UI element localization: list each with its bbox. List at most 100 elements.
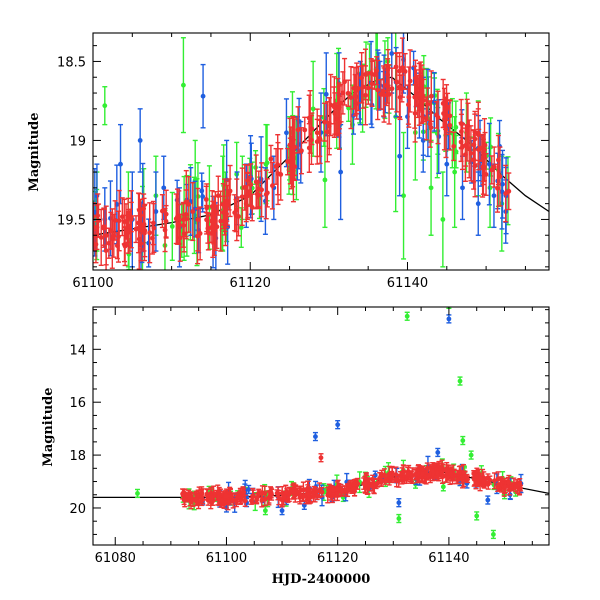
green-data-point <box>440 171 446 268</box>
red-data-point <box>468 125 474 182</box>
green-data-point <box>169 191 175 261</box>
red-data-point <box>275 141 281 206</box>
red-data-point <box>269 488 275 501</box>
bottom-x-axis-label: HJD-2400000 <box>272 572 371 587</box>
green-data-point <box>180 37 186 134</box>
red-data-point <box>212 190 218 252</box>
red-data-point <box>224 184 230 226</box>
top-plot-area <box>93 33 549 270</box>
bottom-panel: 61080 61100 61120 61140 14 16 18 20 Magnitude H… <box>41 306 550 587</box>
green-data-point <box>440 482 446 492</box>
x-tick-label: 61140 <box>387 276 428 291</box>
blue-data-point <box>318 92 324 173</box>
red-data-point <box>219 497 225 505</box>
bottom-y-axis-label: Magnitude <box>41 387 56 466</box>
red-data-point <box>420 465 426 482</box>
blue-data-point <box>397 116 403 197</box>
red-data-point <box>106 227 112 259</box>
red-data-point <box>151 202 157 254</box>
blue-data-point <box>200 63 206 129</box>
blue-data-point <box>486 122 492 206</box>
red-data-point <box>458 98 464 149</box>
red-data-point <box>448 470 454 478</box>
red-data-point <box>362 475 368 493</box>
red-data-point <box>183 189 189 240</box>
red-data-point <box>195 208 201 265</box>
red-data-point <box>354 62 360 115</box>
red-data-point <box>477 472 483 484</box>
blue-data-point <box>446 314 452 324</box>
red-data-point <box>427 100 433 148</box>
top-axes-ticks: 61100 61120 61140 18.5 19 19.5 <box>57 33 549 291</box>
red-data-point <box>290 487 296 495</box>
red-data-point <box>133 215 139 244</box>
red-data-point <box>182 491 188 508</box>
red-data-point <box>382 476 388 485</box>
red-data-point <box>136 192 142 254</box>
blue-data-point <box>499 153 505 230</box>
red-data-point <box>473 477 479 490</box>
red-data-point <box>174 188 180 245</box>
red-data-point <box>319 486 325 498</box>
x-tick-label: 61140 <box>428 551 469 566</box>
red-data-point <box>413 69 419 107</box>
red-data-point <box>232 194 238 232</box>
red-data-point <box>259 162 265 218</box>
red-data-point <box>325 486 331 504</box>
red-data-point <box>402 52 408 90</box>
red-data-point <box>495 134 501 186</box>
blue-data-point <box>475 171 481 236</box>
red-data-point <box>487 475 493 485</box>
green-data-point <box>428 139 434 236</box>
red-data-point <box>318 453 324 463</box>
red-data-point <box>274 489 280 498</box>
y-tick-label: 20 <box>69 502 86 517</box>
red-data-point <box>233 495 239 508</box>
red-data-point <box>288 126 294 162</box>
red-data-point <box>115 210 121 263</box>
red-data-point <box>94 204 100 251</box>
red-data-point <box>476 128 482 171</box>
y-tick-label: 19 <box>69 134 86 149</box>
x-tick-label: 61100 <box>206 551 247 566</box>
red-data-point <box>190 492 196 508</box>
red-data-point <box>328 73 334 137</box>
top-y-axis-label: Magnitude <box>27 112 42 191</box>
red-data-point <box>412 468 418 481</box>
red-data-point <box>291 116 297 180</box>
red-data-point <box>141 197 147 252</box>
red-data-point <box>296 487 302 497</box>
red-data-point <box>339 485 345 497</box>
red-data-point <box>242 494 248 507</box>
red-data-point <box>283 484 289 501</box>
x-tick-label: 61120 <box>230 276 271 291</box>
red-data-point <box>253 154 259 210</box>
red-data-point <box>463 124 469 167</box>
red-data-point <box>314 491 320 501</box>
red-data-point <box>359 52 365 104</box>
red-data-point <box>351 484 357 494</box>
red-data-point <box>263 169 269 220</box>
red-data-point <box>222 199 228 247</box>
y-tick-label: 14 <box>69 343 86 358</box>
y-tick-label: 19.5 <box>57 213 86 228</box>
red-data-point <box>98 208 104 267</box>
red-data-point <box>430 462 436 479</box>
red-data-point <box>239 167 245 226</box>
green-data-point <box>396 513 402 524</box>
red-data-point <box>416 77 422 112</box>
blue-data-point <box>396 498 402 508</box>
red-data-point <box>370 474 376 484</box>
red-data-point <box>249 193 255 222</box>
red-data-point <box>295 106 301 154</box>
red-data-point <box>218 190 224 252</box>
red-data-point <box>483 152 489 197</box>
red-data-point <box>502 479 508 494</box>
red-data-point <box>128 190 134 249</box>
red-data-point <box>438 462 444 474</box>
red-data-point <box>389 67 395 110</box>
red-data-point <box>205 494 211 506</box>
red-data-point <box>393 474 399 483</box>
green-data-point <box>468 450 474 460</box>
